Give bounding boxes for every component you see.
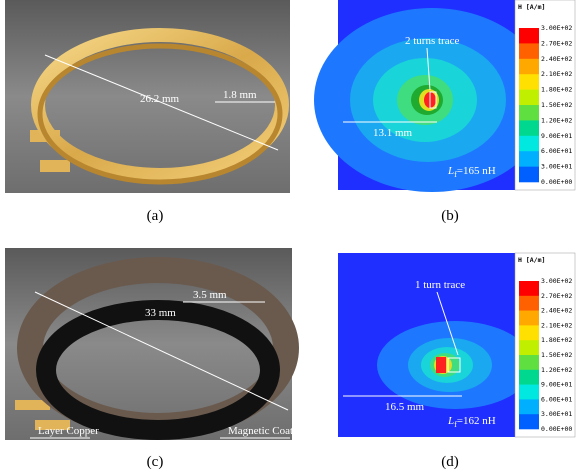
figure: 26.2 mm 1.8 mm (a) 2 turns trace 13.1 mm… <box>0 0 577 474</box>
lead <box>40 160 70 172</box>
panel-caption: (b) <box>441 208 459 224</box>
colorbar-swatch <box>519 151 539 167</box>
panel-d: 1 turn trace 16.5 mm Lf=162 nH H [A/m]3.… <box>338 253 575 437</box>
annotation: Magnetic Coat <box>228 425 293 437</box>
colorbar-label: 9.00E+01 <box>541 132 572 140</box>
colorbar-label: 3.00E+01 <box>541 410 572 418</box>
colorbar-label: 0.00E+00 <box>541 425 572 433</box>
panel-b: 2 turns trace 13.1 mm Lf=165 nH H [A/m]3… <box>314 0 575 192</box>
symbol: L <box>447 165 454 177</box>
colorbar-swatch <box>519 28 539 44</box>
colorbar-swatch <box>519 281 539 296</box>
colorbar-label: 2.70E+02 <box>541 292 572 300</box>
colorbar-label: 2.70E+02 <box>541 39 572 47</box>
colorbar-label: 2.10E+02 <box>541 70 572 78</box>
colorbar-swatch <box>519 296 539 311</box>
colorbar-swatch <box>519 414 539 429</box>
panel-c: 33 mm 3.5 mm Layer Copper Magnetic Coat <box>5 248 293 440</box>
colorbar-label: 6.00E+01 <box>541 395 572 403</box>
trace <box>436 357 446 373</box>
colorbar-label: 2.40E+02 <box>541 307 572 315</box>
annotation: Layer Copper <box>38 425 99 437</box>
annotation: 1.8 mm <box>223 89 257 101</box>
symbol: L <box>447 415 454 427</box>
colorbar-label: 6.00E+01 <box>541 147 572 155</box>
panel-caption: (a) <box>147 208 164 224</box>
colorbar-swatch <box>519 43 539 59</box>
colorbar: H [A/m] 3.00E+02 2.70E+02 2.40E+02 2.10E+02 1… <box>515 253 575 437</box>
colorbar-swatch <box>519 311 539 326</box>
colorbar-label: 1.50E+02 <box>541 101 572 109</box>
value: =162 nH <box>457 415 496 427</box>
annotation: 33 mm <box>145 307 176 319</box>
colorbar: H [A/m] 3.00E+02 2.70E+02 2.40E+02 2.10E+02 1… <box>515 0 575 190</box>
colorbar-swatch <box>519 385 539 400</box>
colorbar-swatch <box>519 167 539 183</box>
annotation: 3.5 mm <box>193 289 227 301</box>
colorbar-label: 3.00E+01 <box>541 163 572 171</box>
colorbar-label: 1.20E+02 <box>541 366 572 374</box>
colorbar-swatch <box>519 325 539 340</box>
colorbar-swatch <box>519 355 539 370</box>
colorbar-swatch <box>519 74 539 90</box>
colorbar-label: 0.00E+00 <box>541 178 572 186</box>
colorbar-swatch <box>519 120 539 136</box>
colorbar-label: 3.00E+02 <box>541 24 572 32</box>
annotation: 13.1 mm <box>373 127 413 139</box>
value: =165 nH <box>457 165 496 177</box>
colorbar-swatch <box>519 136 539 152</box>
colorbar-label: 9.00E+01 <box>541 381 572 389</box>
annotation: 16.5 mm <box>385 401 425 413</box>
panel-a: 26.2 mm 1.8 mm <box>5 0 290 193</box>
colorbar-label: 1.80E+02 <box>541 86 572 94</box>
colorbar-label: 1.20E+02 <box>541 116 572 124</box>
annotation: 2 turns trace <box>405 35 459 47</box>
colorbar-swatch <box>519 105 539 121</box>
panel-caption: (c) <box>147 454 164 470</box>
colorbar-swatch <box>519 59 539 75</box>
colorbar-title: H [A/m] <box>518 3 545 11</box>
annotation: 26.2 mm <box>140 93 180 105</box>
panel-caption: (d) <box>441 454 459 470</box>
colorbar-label: 1.50E+02 <box>541 351 572 359</box>
colorbar-swatch <box>519 90 539 106</box>
colorbar-swatch <box>519 340 539 355</box>
colorbar-label: 2.10E+02 <box>541 321 572 329</box>
colorbar-title: H [A/m] <box>518 256 545 264</box>
colorbar-swatch <box>519 399 539 414</box>
colorbar-label: 1.80E+02 <box>541 336 572 344</box>
annotation: 1 turn trace <box>415 279 465 291</box>
colorbar-swatch <box>519 370 539 385</box>
colorbar-label: 2.40E+02 <box>541 55 572 63</box>
colorbar-label: 3.00E+02 <box>541 277 572 285</box>
